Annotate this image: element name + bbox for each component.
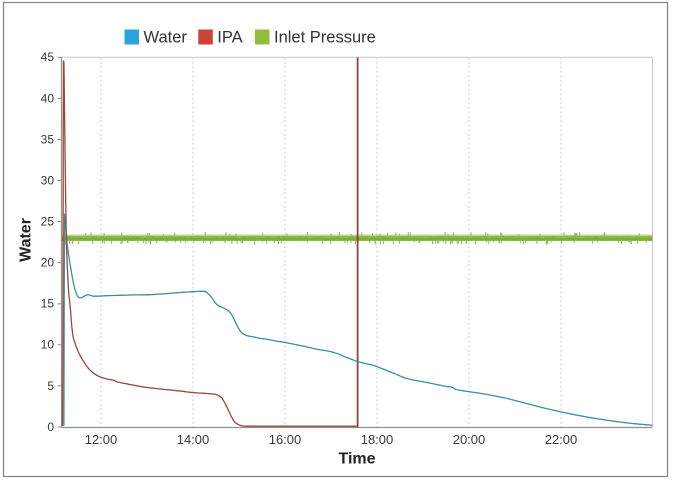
svg-text:12:00: 12:00	[85, 432, 118, 447]
svg-text:45: 45	[41, 50, 55, 64]
svg-text:22:00: 22:00	[545, 432, 578, 447]
svg-text:5: 5	[47, 379, 54, 393]
svg-text:40: 40	[41, 91, 55, 105]
svg-text:20: 20	[41, 256, 55, 270]
svg-text:Time: Time	[338, 451, 375, 468]
svg-text:25: 25	[41, 215, 55, 229]
svg-text:30: 30	[41, 173, 55, 187]
svg-text:10: 10	[41, 338, 55, 352]
svg-text:IPA: IPA	[217, 29, 242, 47]
svg-text:35: 35	[41, 132, 55, 146]
svg-text:Inlet Pressure: Inlet Pressure	[274, 29, 376, 47]
svg-text:16:00: 16:00	[269, 432, 302, 447]
svg-text:15: 15	[41, 297, 55, 311]
svg-text:Water: Water	[144, 29, 188, 47]
svg-text:20:00: 20:00	[453, 432, 486, 447]
svg-text:Water: Water	[18, 218, 35, 262]
svg-text:0: 0	[47, 420, 54, 434]
svg-text:18:00: 18:00	[361, 432, 394, 447]
svg-text:14:00: 14:00	[177, 432, 210, 447]
